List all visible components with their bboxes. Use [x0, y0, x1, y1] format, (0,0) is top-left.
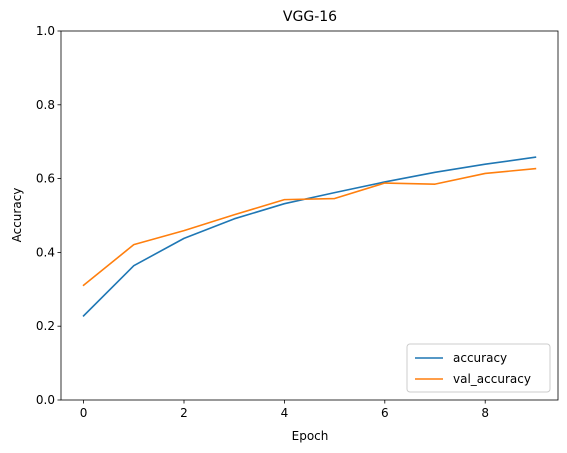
y-tick-label: 0.6 [36, 172, 55, 186]
legend-label: accuracy [453, 351, 507, 365]
series-layer [82, 156, 537, 318]
y-tick-label: 0.0 [36, 393, 55, 407]
x-tick-label: 0 [80, 406, 88, 420]
x-tick-label: 6 [381, 406, 389, 420]
legend-label: val_accuracy [453, 372, 531, 386]
plot-area [60, 30, 559, 401]
y-tick-label: 0.8 [36, 98, 55, 112]
y-tick-label: 0.2 [36, 319, 55, 333]
y-axis-ticks: 0.0 0.2 0.4 0.6 0.8 1.0 [36, 24, 61, 407]
chart-title: VGG-16 [283, 9, 337, 25]
y-tick-label: 0.4 [36, 245, 55, 259]
x-tick-label: 2 [180, 406, 188, 420]
series-line-val-accuracy [82, 167, 537, 287]
x-tick-label: 8 [481, 406, 489, 420]
legend: accuracy val_accuracy [406, 343, 551, 393]
x-axis-ticks: 0 2 4 6 8 [80, 400, 489, 420]
y-axis-label: Accuracy [10, 188, 24, 243]
x-tick-label: 4 [281, 406, 289, 420]
x-axis-label: Epoch [292, 429, 329, 443]
plot-frame [60, 30, 559, 401]
series-line-accuracy [82, 156, 537, 318]
legend-box [406, 343, 551, 393]
y-tick-label: 1.0 [36, 24, 55, 38]
